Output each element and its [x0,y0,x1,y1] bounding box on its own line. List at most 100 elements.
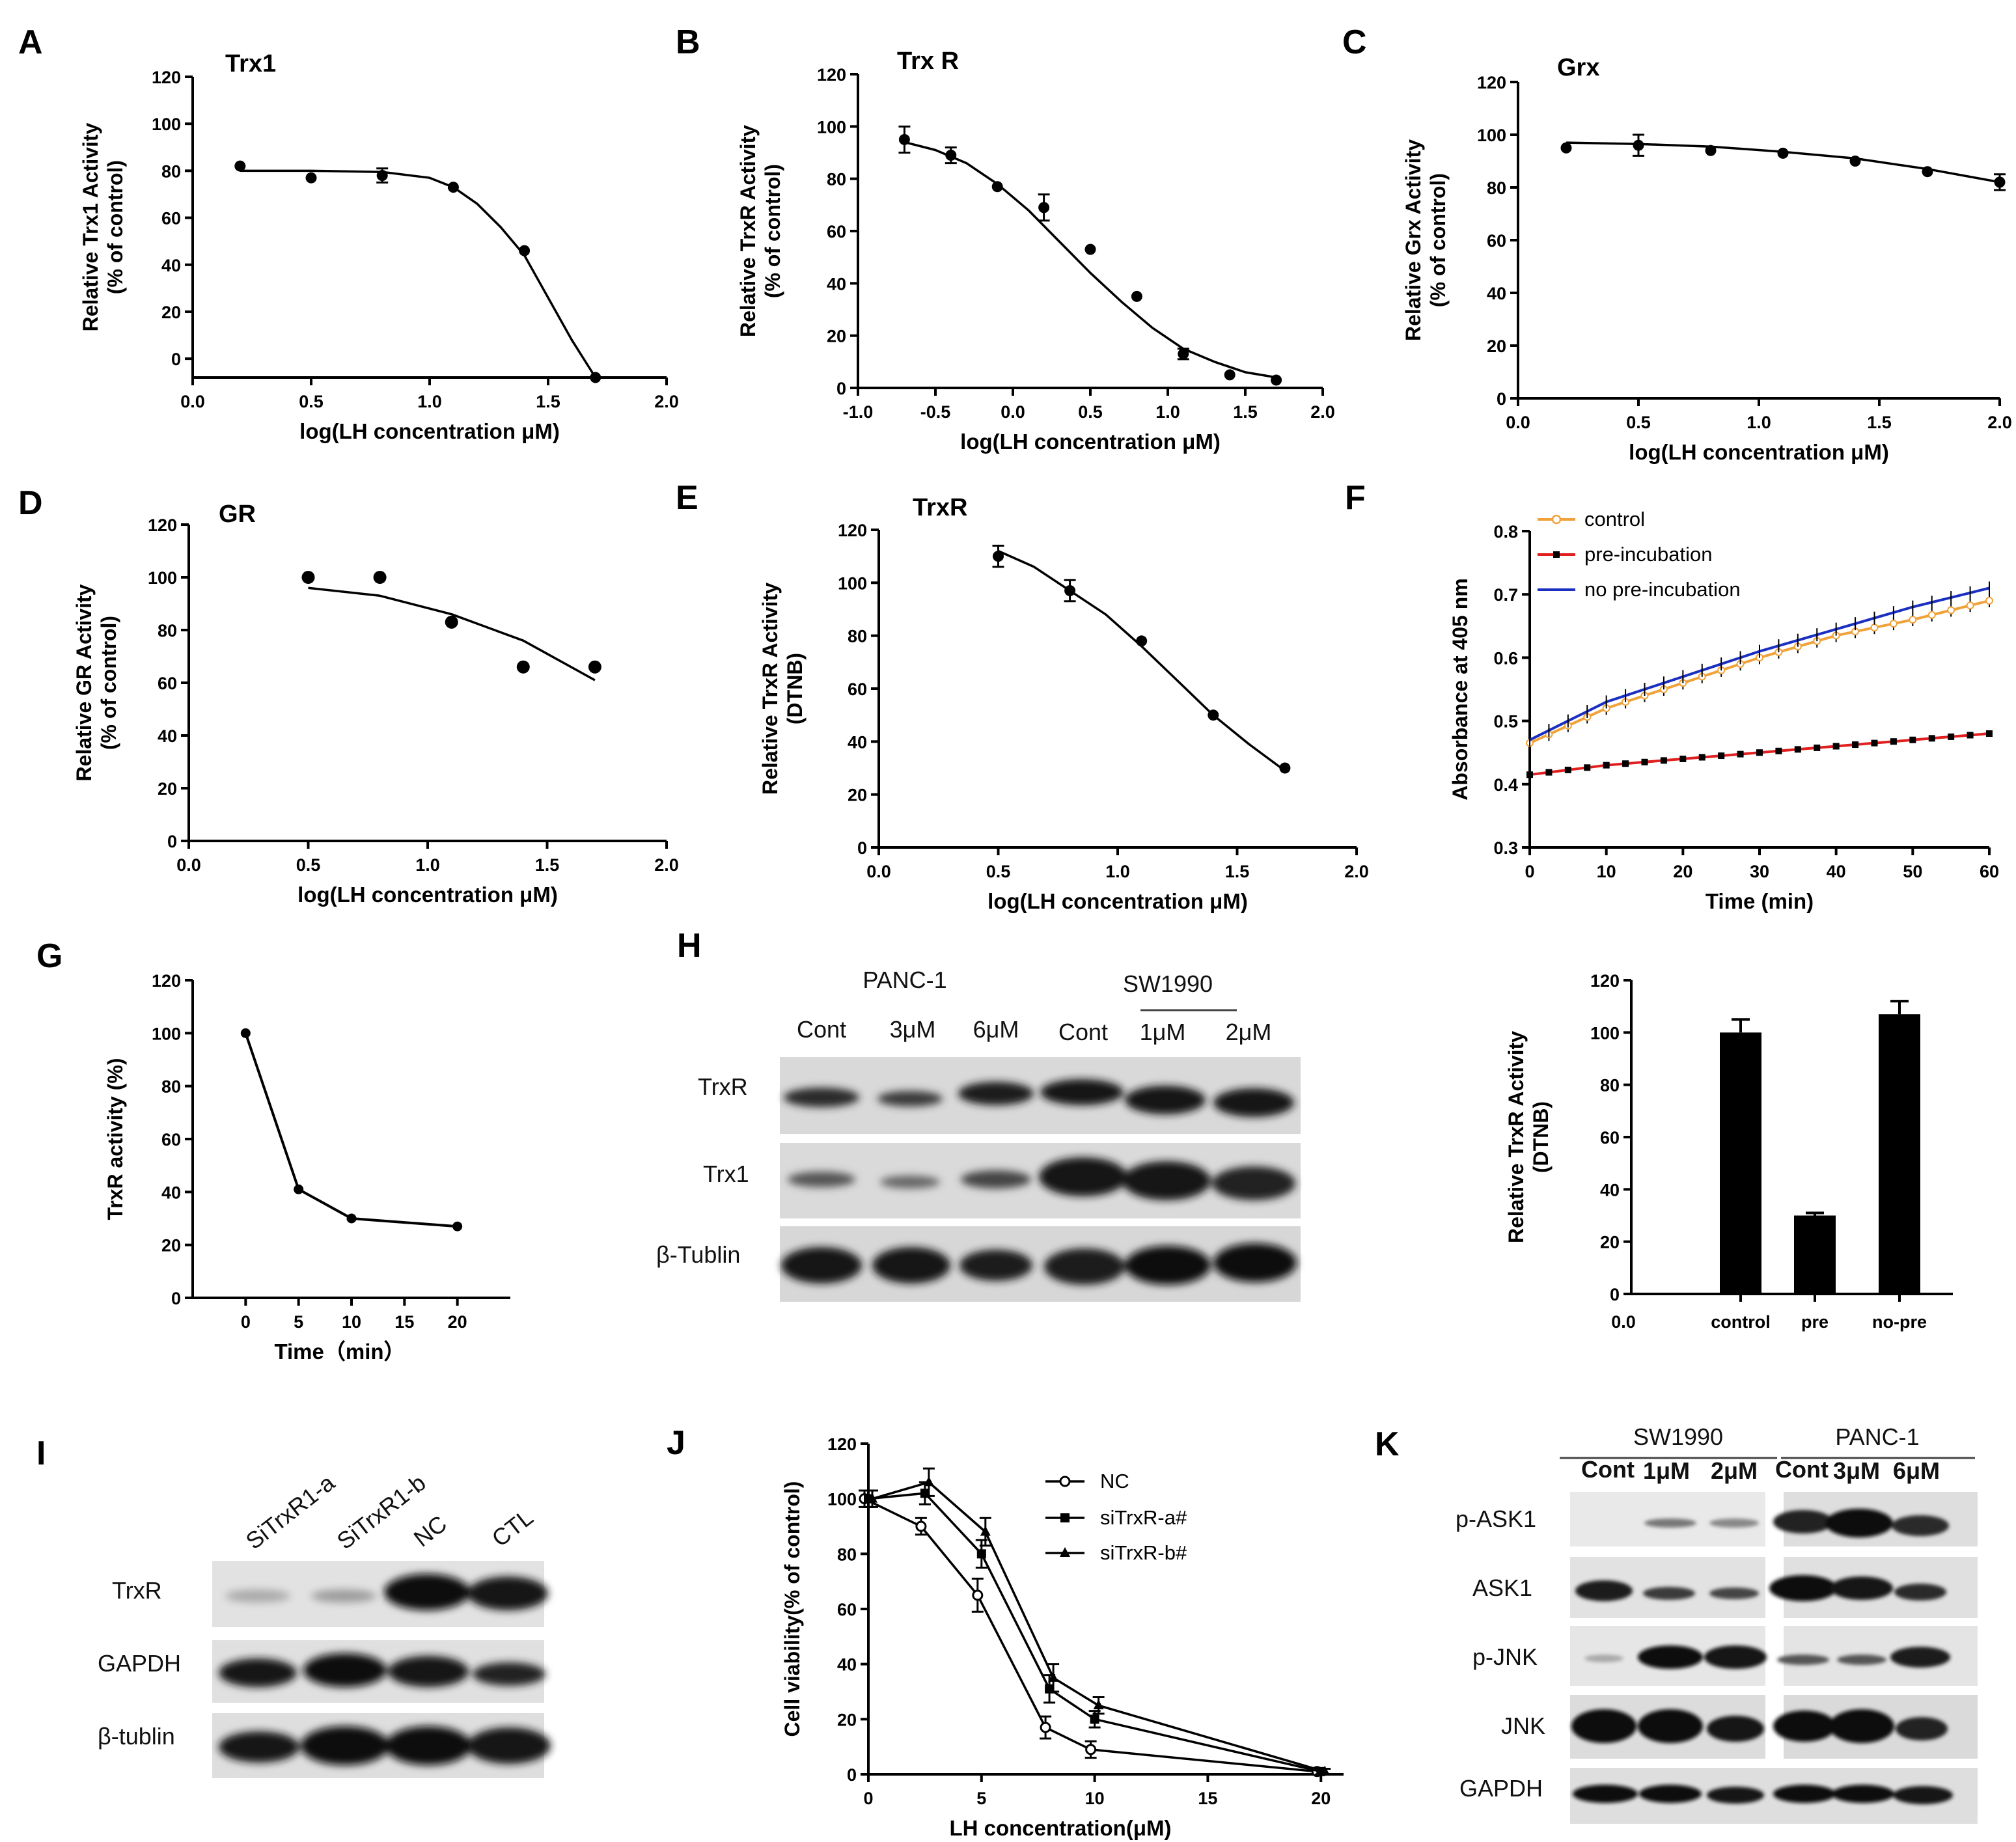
y-tick-label: 120 [838,521,867,540]
data-point [1584,764,1591,771]
x-axis-title: log(LH concentration μM) [960,430,1221,454]
blot-i-bands [219,1574,551,1765]
band [1893,1786,1953,1804]
data-point [234,160,246,172]
data-point [1948,733,1955,740]
band [225,1589,290,1602]
chart-title: Trx R [897,48,959,75]
data-point [1849,156,1861,167]
band [1044,1248,1125,1285]
data-point [1622,760,1629,767]
bar-pre [1794,1215,1836,1294]
data-point [1603,762,1610,769]
blot-h-row-2: Trx1 [703,1161,749,1187]
y-axis-title-line2: (% of control) [1426,173,1450,307]
band [1039,1157,1127,1196]
x-tick-label: 10 [1085,1789,1105,1808]
data-point [1909,736,1916,743]
x-tick-label: -0.5 [920,402,951,422]
band [1890,1647,1950,1668]
y-tick-label: 100 [817,117,846,137]
y-tick-label: 60 [161,1130,181,1149]
y-tick-label: 120 [152,971,181,991]
blot-h-lane-5: 1μM [1140,1019,1186,1045]
y-tick-label: 100 [1590,1023,1620,1043]
fit-curve [308,586,596,681]
y-tick-label: 100 [148,568,177,588]
y-tick-label: 60 [1487,231,1506,251]
blot-h-row-1: TrxR [698,1073,748,1100]
band [303,1653,387,1687]
band [467,1576,548,1610]
blot-k-lane-1: Cont [1581,1456,1635,1483]
data-point [1271,374,1282,386]
y-tick-label: 0.4 [1493,775,1518,795]
y-tick-label: 0.6 [1493,648,1518,668]
legend-marker [1060,1547,1070,1557]
band [1709,1519,1759,1528]
y-tick-label: 80 [161,1077,181,1097]
y-axis-title: Absorbance at 405 nm [1448,578,1472,800]
data-point [447,182,459,193]
band [467,1727,551,1764]
x-tick-label: 10 [1597,862,1616,881]
x-tick-label: 2.0 [1310,402,1335,422]
band [1709,1588,1759,1599]
data-point [1737,750,1744,758]
data-point [240,1028,251,1038]
blot-k-group2: PANC-1 [1835,1423,1919,1450]
blot-k-lane-5: 3μM [1833,1457,1880,1484]
legend-label-siTrxR-a#: siTrxR-a# [1100,1506,1187,1529]
band [788,1172,855,1187]
data-point [867,1492,877,1503]
band [1575,1580,1633,1601]
data-point [373,571,387,584]
y-tick-label: 80 [158,621,177,640]
band [877,1091,943,1107]
panel-label-h: H [677,927,702,965]
y-tick-label: 120 [817,65,846,85]
data-point [972,1589,984,1601]
x-tick-label: 1.5 [1233,402,1258,422]
band [1122,1161,1211,1200]
panel-label-c: C [1342,23,1367,61]
y-axis-title: TrxR activity (%) [104,1058,127,1220]
band [1896,1717,1948,1740]
band [1571,1709,1636,1743]
y-tick-label: 40 [848,732,867,752]
data-point [1814,744,1821,751]
x-tick-label: 0.5 [296,855,321,875]
x-tick-label: 20 [1311,1789,1331,1808]
series-line-control [1529,599,1990,745]
x-tick-label: 0.0 [866,862,891,881]
blot-k-lane-3: 2μM [1711,1457,1758,1484]
band [1639,1785,1702,1803]
y-axis-title: Relative GR Activity [72,584,96,781]
band [872,1247,950,1284]
blot-i-lane-3: NC [409,1510,452,1552]
x-tick-label: -1.0 [843,402,874,422]
y-tick-label: 0 [857,838,867,858]
x-tick-label: 10 [342,1312,361,1332]
band [1040,1079,1124,1105]
x-tick-label: 20 [1673,862,1692,881]
x-tick-label: 1.5 [1225,862,1250,881]
x-tick-label: 2.0 [654,392,679,411]
band [311,1589,376,1602]
data-point [590,372,601,383]
y-tick-label: 120 [148,515,177,535]
band [384,1574,470,1610]
y-tick-label: 40 [1600,1180,1620,1200]
y-tick-label: 0 [171,1289,181,1308]
series-line-siTrxR-b# [872,1481,1325,1773]
band [1825,1509,1893,1537]
x-tick-label: 2.0 [1987,413,2012,432]
x-tick-label: 0.0 [176,855,201,875]
band [1829,1709,1894,1743]
band [961,1170,1031,1189]
x-tick-label: 15 [1198,1789,1217,1808]
band [219,1731,299,1763]
data-point [915,1520,927,1532]
y-axis-title-line2: (% of control) [761,164,784,298]
